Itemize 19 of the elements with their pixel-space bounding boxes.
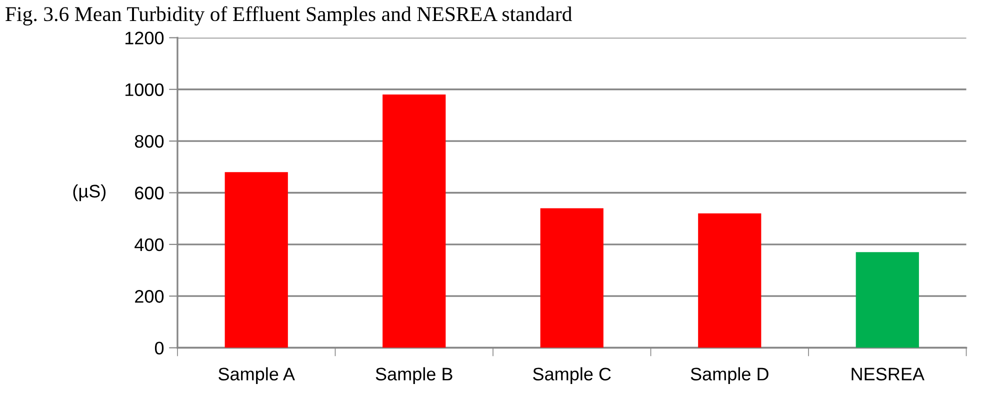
bar (540, 208, 604, 348)
bar (698, 213, 762, 348)
bar (224, 172, 288, 348)
x-tick-label: NESREA (852, 368, 924, 380)
y-tick-label: 1000 (126, 83, 164, 96)
y-tick-label: 400 (134, 238, 164, 252)
y-tick-label: 600 (135, 186, 164, 200)
x-tick-label: Sample D (690, 367, 768, 384)
y-tick-label: 200 (135, 290, 164, 303)
chart-title: Fig. 3.6 Mean Turbidity of Effluent Samples and NESREA standard (6, 6, 572, 26)
x-tick-label: Sample C (533, 367, 611, 384)
y-axis-title: (µS) (73, 184, 106, 202)
bar (856, 252, 919, 348)
x-tick-label: Sample A (218, 367, 295, 384)
y-tick-label: 1200 (126, 32, 164, 44)
y-tick-label: 800 (134, 135, 164, 148)
x-tick-label: Sample B (376, 367, 452, 384)
y-tick-label: 0 (154, 342, 164, 354)
bar (382, 94, 446, 348)
